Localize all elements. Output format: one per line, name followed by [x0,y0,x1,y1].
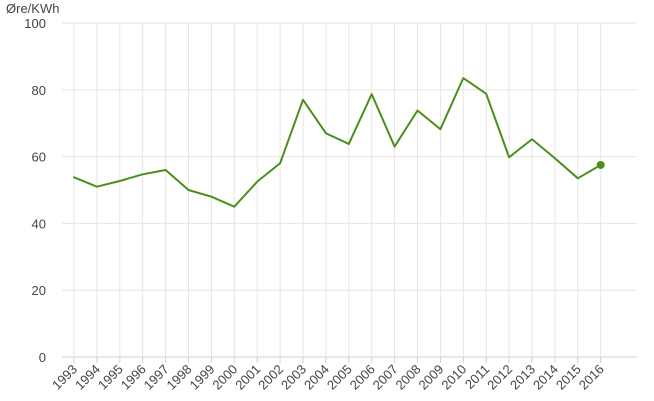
series-layer [73,77,605,208]
y-tick-label: 80 [32,83,46,98]
x-tick-label: 1994 [72,362,103,393]
x-tick-label: 1996 [118,362,149,393]
x-tick-label: 2004 [301,362,332,393]
x-tick-label: 2014 [530,362,561,393]
x-tick-label: 1999 [186,362,217,393]
x-tick-label: 2003 [278,362,309,393]
last-data-point-marker [596,160,605,169]
x-tick-label: 2009 [415,362,446,393]
x-tick-label: 2008 [393,362,424,393]
x-tick-label: 1998 [164,362,195,393]
y-tick-label: 40 [32,216,46,231]
x-tick-label: 1995 [95,362,126,393]
y-tick-label: 0 [39,350,46,365]
x-tick-label: 1993 [49,362,80,393]
x-tick-label: 1997 [141,362,172,393]
series-line [73,77,602,208]
x-tick-label: 2005 [324,362,355,393]
y-tick-label: 100 [24,16,46,31]
x-axis-labels: 1993199419951996199719981999200020012002… [49,362,607,393]
x-tick-label: 2016 [576,362,607,393]
x-tick-label: 2010 [438,362,469,393]
x-tick-label: 2002 [255,362,286,393]
x-tick-label: 2013 [507,362,538,393]
x-tick-label: 2012 [484,362,515,393]
x-tick-label: 2000 [209,362,240,393]
x-tick-label: 2006 [347,362,378,393]
y-axis-labels: 0 20 40 60 80 100 [24,16,46,365]
y-tick-label: 20 [32,283,46,298]
x-tick-label: 2007 [370,362,401,393]
y-tick-label: 60 [32,150,46,165]
y-axis-unit-label: Øre/KWh [6,1,59,16]
x-tick-label: 2011 [462,362,492,392]
x-tick-label: 2001 [232,362,263,393]
x-tick-label: 2015 [553,362,584,393]
gridlines [62,22,637,363]
